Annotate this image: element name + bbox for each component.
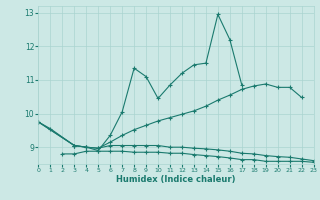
X-axis label: Humidex (Indice chaleur): Humidex (Indice chaleur) — [116, 175, 236, 184]
